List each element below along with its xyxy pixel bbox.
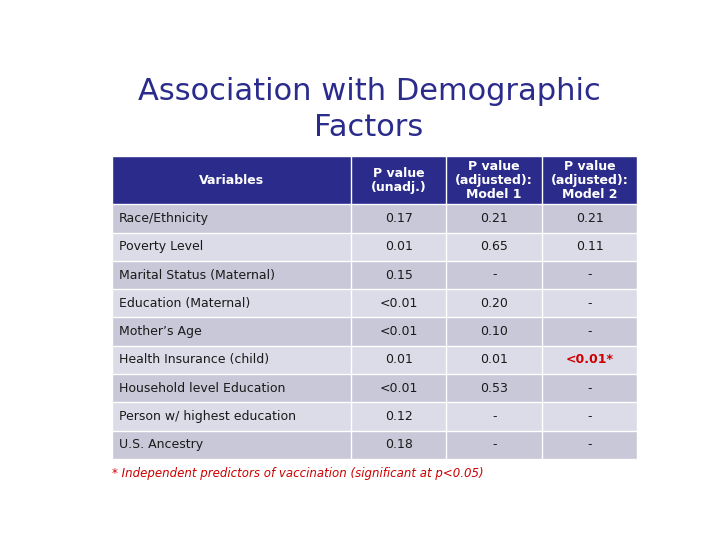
Text: 0.21: 0.21 (576, 212, 603, 225)
Text: 0.18: 0.18 (384, 438, 413, 451)
Bar (542, 233, 637, 261)
Bar (446, 261, 542, 289)
Bar (351, 289, 446, 318)
Bar (112, 318, 351, 346)
Text: 0.21: 0.21 (480, 212, 508, 225)
Text: P value
(unadj.): P value (unadj.) (371, 167, 426, 194)
Bar (351, 430, 446, 459)
Bar (351, 261, 446, 289)
Text: 0.01: 0.01 (384, 353, 413, 366)
Text: 0.12: 0.12 (384, 410, 413, 423)
Bar (351, 204, 446, 233)
Bar (542, 289, 637, 318)
Bar (542, 318, 637, 346)
Bar (446, 204, 542, 233)
Bar (542, 261, 637, 289)
Bar (446, 402, 542, 430)
Bar (542, 402, 637, 430)
Text: -: - (588, 325, 592, 338)
Bar (112, 346, 351, 374)
Text: -: - (492, 410, 496, 423)
Text: -: - (588, 297, 592, 310)
Text: Person w/ highest education: Person w/ highest education (119, 410, 296, 423)
Text: 0.53: 0.53 (480, 382, 508, 395)
Text: U.S. Ancestry: U.S. Ancestry (119, 438, 203, 451)
Text: 0.11: 0.11 (576, 240, 603, 253)
Text: 0.20: 0.20 (480, 297, 508, 310)
Text: Poverty Level: Poverty Level (119, 240, 203, 253)
Bar (351, 374, 446, 402)
Bar (542, 374, 637, 402)
Bar (351, 233, 446, 261)
Bar (112, 289, 351, 318)
Bar (112, 374, 351, 402)
Bar (542, 430, 637, 459)
Bar (446, 374, 542, 402)
Text: 0.15: 0.15 (384, 268, 413, 281)
Text: -: - (588, 382, 592, 395)
Text: * Independent predictors of vaccination (significant at p<0.05): * Independent predictors of vaccination … (112, 467, 484, 480)
Bar (112, 430, 351, 459)
Text: 0.01: 0.01 (384, 240, 413, 253)
Bar (446, 289, 542, 318)
Bar (351, 318, 446, 346)
Text: P value
(adjusted):
Model 2: P value (adjusted): Model 2 (551, 160, 629, 201)
Text: -: - (588, 438, 592, 451)
Text: Marital Status (Maternal): Marital Status (Maternal) (119, 268, 275, 281)
Text: Household level Education: Household level Education (119, 382, 285, 395)
Bar (112, 402, 351, 430)
Bar (542, 346, 637, 374)
Text: -: - (588, 410, 592, 423)
Bar (542, 204, 637, 233)
Text: P value
(adjusted):
Model 1: P value (adjusted): Model 1 (455, 160, 533, 201)
Bar (446, 430, 542, 459)
Text: Mother’s Age: Mother’s Age (119, 325, 202, 338)
Text: <0.01: <0.01 (379, 382, 418, 395)
Text: <0.01*: <0.01* (566, 353, 613, 366)
Bar (112, 261, 351, 289)
Text: Variables: Variables (199, 174, 264, 187)
Text: 0.10: 0.10 (480, 325, 508, 338)
Bar (351, 346, 446, 374)
Text: Education (Maternal): Education (Maternal) (119, 297, 251, 310)
Bar (446, 233, 542, 261)
Text: Association with Demographic
Factors: Association with Demographic Factors (138, 77, 600, 142)
Text: <0.01: <0.01 (379, 297, 418, 310)
Text: -: - (492, 268, 496, 281)
Text: 0.17: 0.17 (384, 212, 413, 225)
Bar (351, 402, 446, 430)
Text: 0.65: 0.65 (480, 240, 508, 253)
Text: Race/Ethnicity: Race/Ethnicity (119, 212, 209, 225)
Text: -: - (492, 438, 496, 451)
Text: -: - (588, 268, 592, 281)
Bar (112, 233, 351, 261)
Text: 0.01: 0.01 (480, 353, 508, 366)
Text: <0.01: <0.01 (379, 325, 418, 338)
Bar (446, 318, 542, 346)
Text: Health Insurance (child): Health Insurance (child) (119, 353, 269, 366)
Bar (112, 204, 351, 233)
Bar (446, 346, 542, 374)
